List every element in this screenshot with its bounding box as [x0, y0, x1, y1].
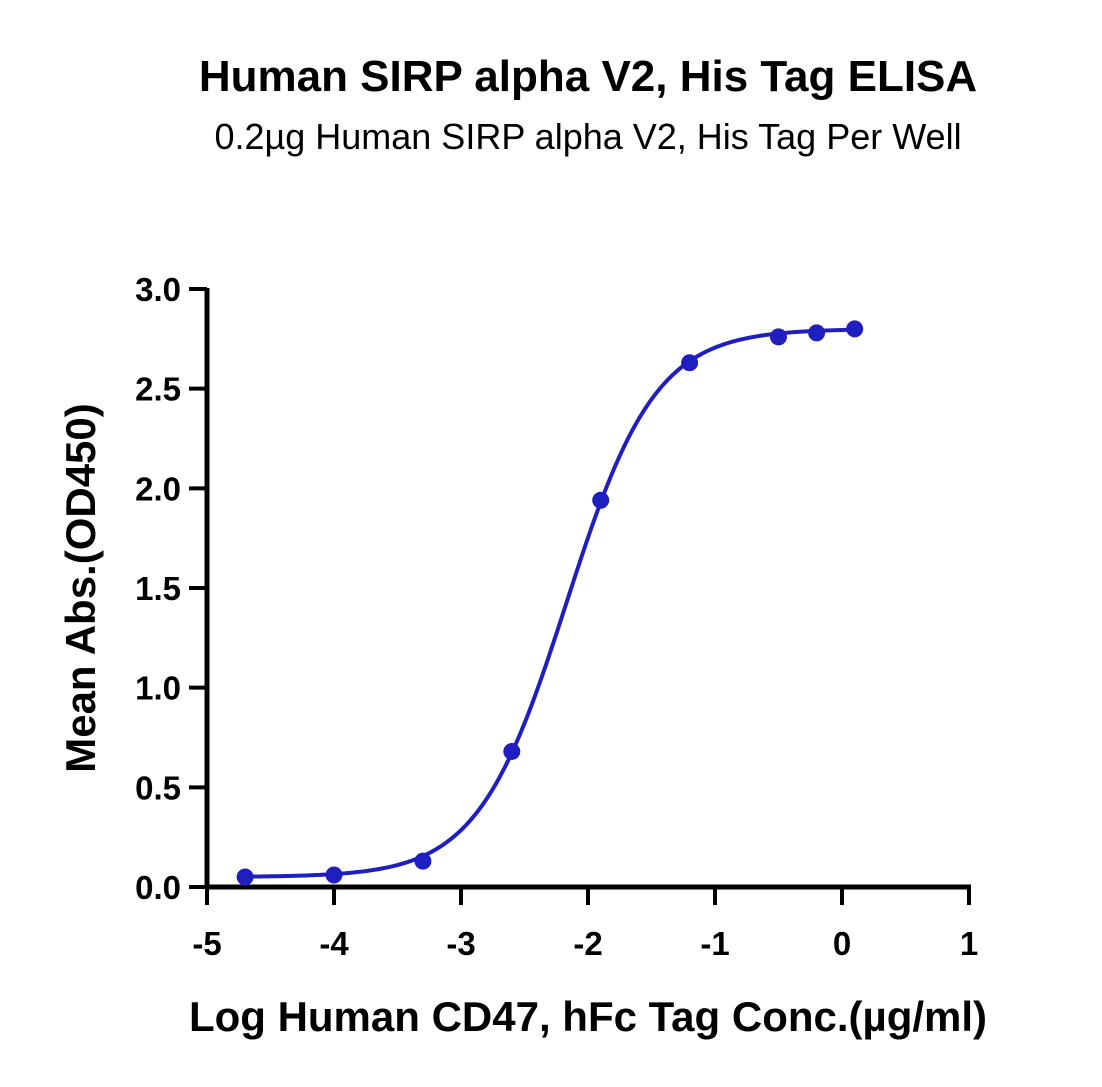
x-tick-label: 0 [833, 925, 851, 962]
fit-curve [245, 327, 855, 879]
x-tick-label: -5 [192, 925, 221, 962]
x-axis-ticks: -5 -4 -3 -2 -1 0 1 [192, 887, 978, 962]
y-axis-ticks: 0.0 0.5 1.0 1.5 2.0 2.5 3.0 [135, 271, 207, 906]
y-tick-label: 2.5 [135, 371, 181, 408]
y-tick-label: 0.0 [135, 869, 181, 906]
x-tick-label: -1 [700, 925, 729, 962]
y-tick-label: 0.5 [135, 769, 181, 806]
data-point [846, 320, 864, 338]
data-point [808, 324, 826, 342]
data-point [770, 328, 787, 346]
y-axis-label: Mean Abs.(OD450) [57, 403, 104, 773]
x-tick-label: -3 [446, 925, 475, 962]
data-points [236, 320, 864, 886]
y-tick-label: 1.5 [135, 570, 181, 607]
data-point [236, 868, 254, 886]
x-axis-label: Log Human CD47, hFc Tag Conc.(µg/ml) [189, 993, 987, 1040]
data-point [414, 852, 432, 870]
data-point [681, 354, 699, 372]
data-point [325, 866, 343, 884]
x-tick-label: -4 [319, 925, 349, 962]
data-point [503, 742, 521, 760]
chart-subtitle: 0.2µg Human SIRP alpha V2, His Tag Per W… [214, 116, 962, 157]
x-tick-label: -2 [573, 925, 602, 962]
y-tick-label: 1.0 [135, 670, 181, 707]
chart-title: Human SIRP alpha V2, His Tag ELISA [198, 52, 978, 101]
y-tick-label: 2.0 [135, 470, 181, 507]
x-tick-label: 1 [960, 925, 978, 962]
y-tick-label: 3.0 [135, 271, 181, 308]
data-point [592, 491, 610, 509]
